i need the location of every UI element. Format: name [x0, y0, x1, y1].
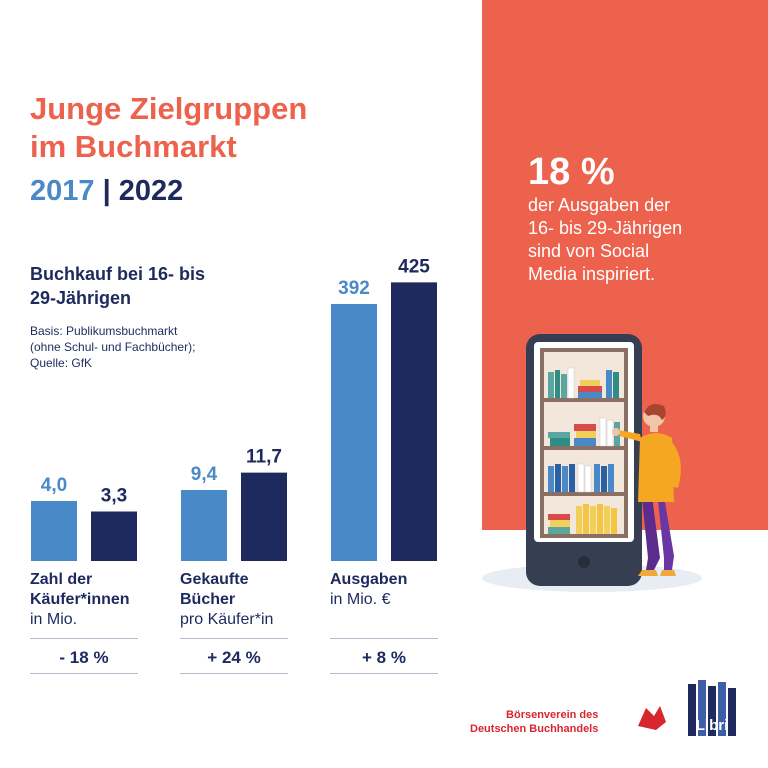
- divider: [30, 673, 138, 674]
- divider: [30, 638, 138, 639]
- divider: [330, 673, 438, 674]
- bar-spending-2022: [391, 282, 437, 561]
- subtitle-line-1: Buchkauf bei 16- bis: [30, 264, 206, 284]
- group-label-bold: Zahl der: [30, 571, 93, 588]
- bar-books-2017: [181, 490, 227, 561]
- divider: [180, 638, 288, 639]
- basis-line-3: Quelle: GfK: [30, 356, 93, 370]
- group-label-bold: Bücher: [180, 591, 236, 608]
- value-label-spending-2022: 425: [398, 256, 430, 277]
- stat-callout: 18 % der Ausgaben der 16- bis 29-Jährige…: [528, 150, 682, 286]
- change-spending: + 8 %: [362, 648, 406, 667]
- bar-spending-2017: [331, 304, 377, 561]
- page-title: Junge Zielgruppen im Buchmarkt: [30, 90, 307, 166]
- divider: [330, 638, 438, 639]
- bar-buyers-2022: [91, 511, 137, 561]
- bar-chart: 4,0 3,3 9,4 11,7 392 425: [31, 256, 437, 561]
- group-label-bold: Gekaufte: [180, 571, 249, 588]
- title-line-2: im Buchmarkt: [30, 129, 237, 164]
- libri-logo: Libri: [688, 680, 736, 736]
- year-separator: |: [94, 175, 119, 207]
- stat-value: 18 %: [528, 151, 615, 193]
- value-label-books-2022: 11,7: [246, 447, 282, 468]
- borsen-line: Deutschen Buchhandels: [470, 723, 599, 735]
- subtitle-line-2: 29-Jährigen: [30, 288, 132, 308]
- bar-buyers-2017: [31, 501, 77, 561]
- libri-logo-text: Libri: [696, 717, 729, 734]
- divider: [180, 673, 288, 674]
- borsenverein-logo: Börsenverein des Deutschen Buchhandels: [470, 708, 598, 736]
- group-label-unit: in Mio. €: [330, 591, 391, 608]
- value-label-buyers-2017: 4,0: [41, 475, 67, 496]
- years-legend: 2017 | 2022: [30, 175, 183, 208]
- source-note: Basis: Publikumsbuchmarkt (ohne Schul- u…: [30, 323, 195, 371]
- year-2022: 2022: [118, 175, 184, 207]
- stat-text-line: Media inspiriert.: [528, 264, 656, 284]
- group-label-buyers: Zahl der Käufer*innen in Mio.: [30, 570, 130, 630]
- basis-line-1: Basis: Publikumsbuchmarkt: [30, 324, 178, 338]
- group-label-unit: pro Käufer*in: [180, 611, 274, 628]
- change-books: + 24 %: [207, 648, 261, 667]
- stat-text-line: sind von Social: [528, 241, 650, 261]
- tablet-bookshelf-illustration: [482, 334, 702, 592]
- year-2017: 2017: [30, 175, 95, 207]
- group-label-spending: Ausgaben in Mio. €: [330, 570, 407, 610]
- value-label-books-2017: 9,4: [191, 464, 218, 485]
- stat-text-line: 16- bis 29-Jährigen: [528, 218, 683, 238]
- group-label-books: Gekaufte Bücher pro Käufer*in: [180, 570, 273, 630]
- group-label-bold: Käufer*innen: [30, 591, 130, 608]
- borsen-line: Börsenverein des: [506, 709, 599, 721]
- group-label-unit: in Mio.: [30, 611, 78, 628]
- group-label-bold: Ausgaben: [330, 571, 408, 588]
- stat-text: der Ausgaben der 16- bis 29-Jährigen sin…: [528, 194, 682, 286]
- borsenverein-emblem-icon: [638, 706, 666, 730]
- chart-subtitle: Buchkauf bei 16- bis 29-Jährigen: [30, 262, 205, 310]
- value-label-buyers-2022: 3,3: [101, 486, 127, 507]
- title-line-1: Junge Zielgruppen: [30, 91, 308, 126]
- value-label-spending-2017: 392: [338, 278, 370, 299]
- bar-books-2022: [241, 472, 287, 561]
- stat-text-line: der Ausgaben der: [528, 195, 671, 215]
- basis-line-2: (ohne Schul- und Fachbücher);: [30, 340, 196, 354]
- change-buyers: - 18 %: [59, 648, 109, 667]
